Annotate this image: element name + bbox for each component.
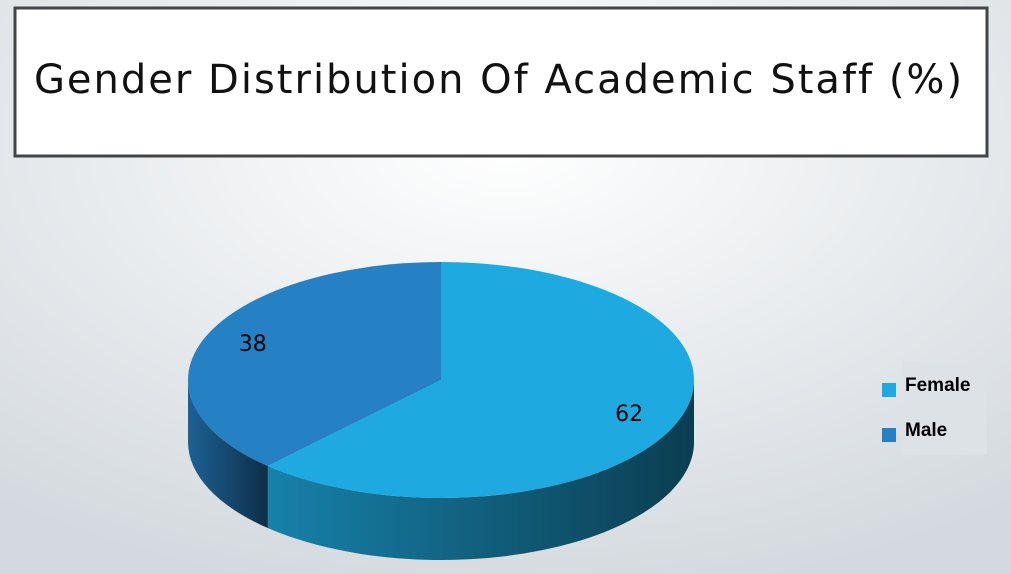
pie-slice-shade xyxy=(188,380,268,529)
legend-label: Male xyxy=(905,420,947,441)
data-label: 62 xyxy=(615,402,643,427)
pie-slice-shade xyxy=(267,380,694,560)
title-box xyxy=(13,6,989,158)
chart-title: Gender Distribution Of Academic Staff (%… xyxy=(34,57,964,103)
legend-box xyxy=(903,362,987,455)
legend-swatch xyxy=(882,383,896,397)
pie-slice xyxy=(188,262,441,467)
legend-label: Female xyxy=(905,375,970,396)
pie-slice xyxy=(267,262,695,499)
legend-swatch xyxy=(882,428,896,442)
data-label: 38 xyxy=(239,332,267,357)
